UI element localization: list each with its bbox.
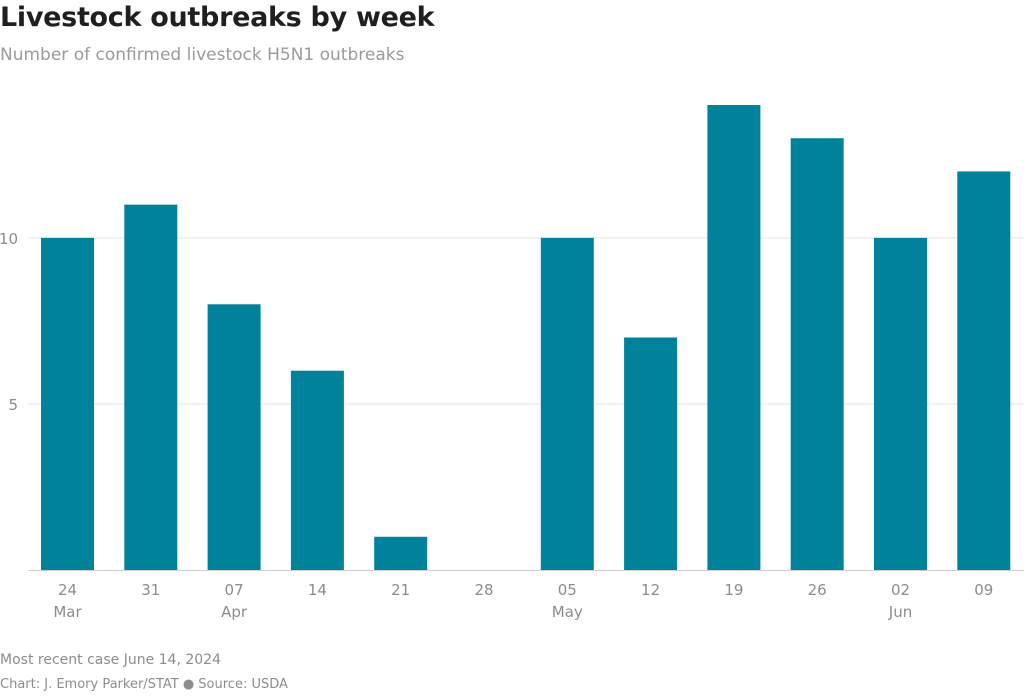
bar [41, 237, 94, 570]
x-tick-label: 21 [391, 581, 410, 599]
x-tick-label: 12 [641, 581, 660, 599]
y-tick-label: 5 [8, 396, 18, 414]
chart-title: Livestock outbreaks by week [0, 2, 435, 33]
x-tick-label: 02 [891, 581, 910, 599]
bar [874, 237, 927, 570]
source-credit: Chart: J. Emory Parker/STAT ● Source: US… [0, 677, 288, 692]
bar [624, 337, 678, 570]
x-tick-label: 26 [808, 581, 827, 599]
x-tick-label: 09 [974, 581, 993, 599]
x-tick-label: 31 [141, 581, 160, 599]
footnote: Most recent case June 14, 2024 [0, 652, 221, 668]
bar-chart: 5 10 24 Mar 31 07 Apr 14 21 28 05 May 12 19 26 02 Jun 09 [0, 105, 1024, 621]
chart-subtitle: Number of confirmed livestock H5N1 outbr… [0, 45, 405, 65]
x-tick-label: 05 [558, 581, 577, 599]
x-tick-label: 28 [474, 581, 493, 599]
bar [957, 171, 1011, 570]
bar [790, 138, 844, 570]
bar [540, 237, 594, 570]
x-month-label: May [552, 603, 583, 621]
x-month-label: Mar [53, 603, 82, 621]
x-tick-label: 19 [724, 581, 743, 599]
bar [290, 370, 344, 570]
x-month-label: Jun [888, 603, 912, 621]
bar [707, 105, 761, 570]
bar [124, 204, 178, 570]
x-tick-label: 07 [225, 581, 244, 599]
x-tick-label: 24 [58, 581, 77, 599]
bar [374, 536, 428, 570]
y-tick-label: 10 [0, 230, 18, 248]
x-month-label: Apr [221, 603, 248, 621]
x-tick-label: 14 [308, 581, 327, 599]
bar [207, 304, 261, 570]
